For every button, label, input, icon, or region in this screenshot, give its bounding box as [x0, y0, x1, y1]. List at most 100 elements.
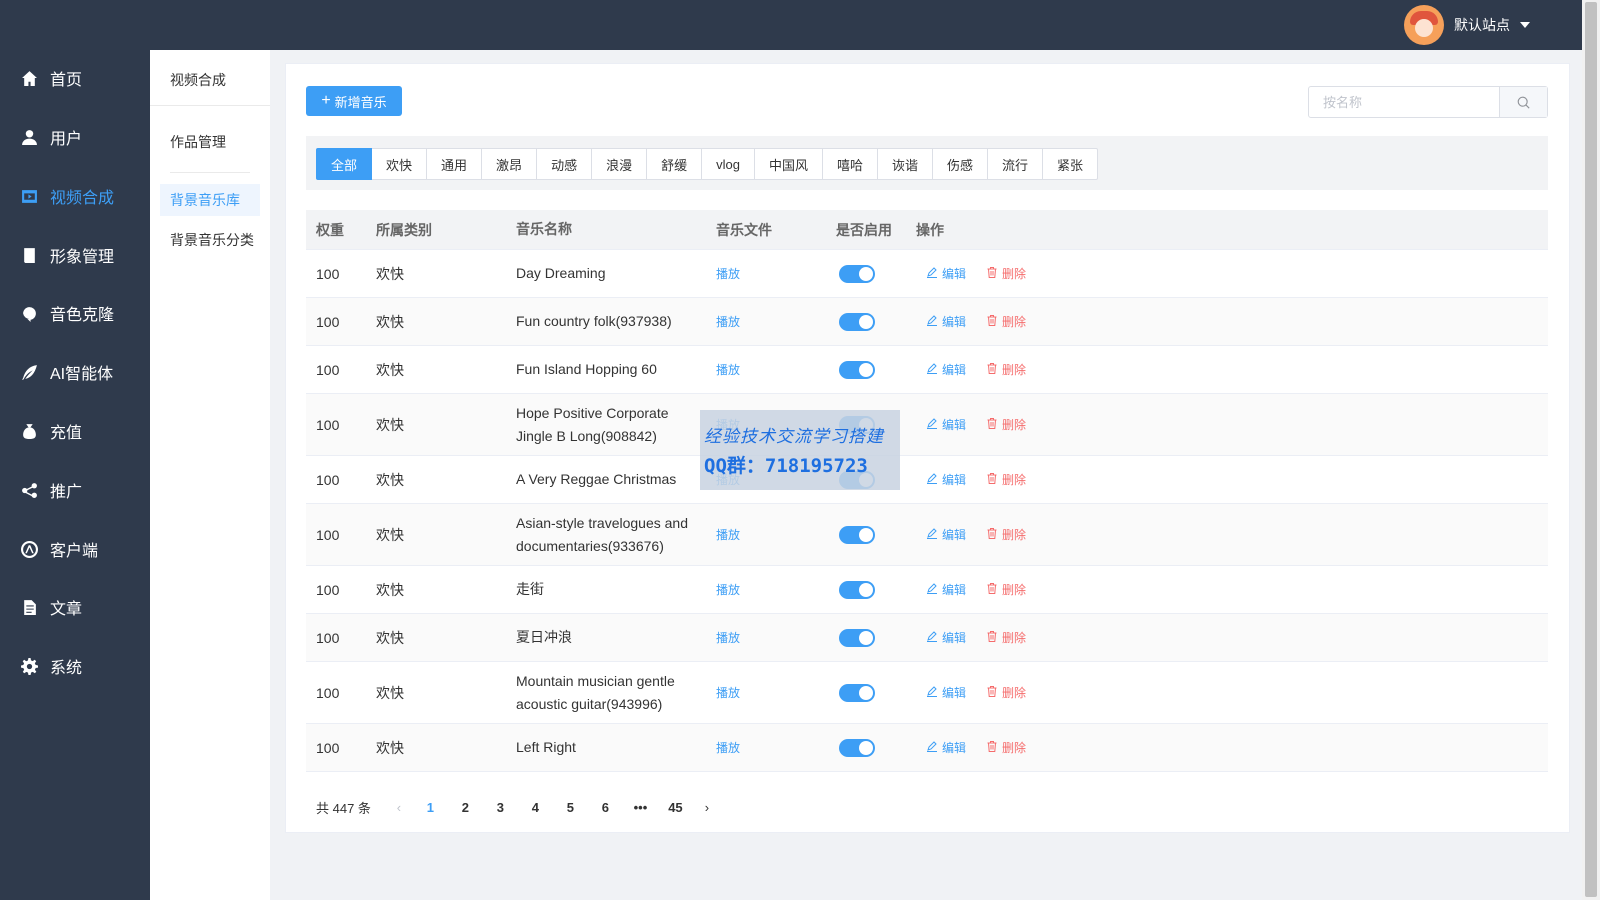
- sidebar-item-document[interactable]: 文章: [0, 582, 150, 632]
- delete-button[interactable]: 删除: [986, 265, 1026, 282]
- sidebar-item-money-bag[interactable]: 充值: [0, 406, 150, 456]
- delete-button[interactable]: 删除: [986, 629, 1026, 646]
- gear-icon: [20, 657, 38, 675]
- play-link[interactable]: 播放: [716, 528, 741, 542]
- delete-button[interactable]: 删除: [986, 684, 1026, 701]
- category-tab[interactable]: vlog: [702, 148, 755, 180]
- next-page-icon[interactable]: ›: [704, 799, 710, 815]
- site-switcher[interactable]: 默认站点: [1404, 5, 1530, 45]
- edit-button[interactable]: 编辑: [926, 581, 966, 598]
- sidebar-item-label: 形象管理: [50, 249, 115, 266]
- delete-label: 删除: [1002, 473, 1027, 487]
- sidebar-item-gear[interactable]: 系统: [0, 641, 150, 691]
- category-tab[interactable]: 激昂: [482, 148, 538, 180]
- page-ellipsis[interactable]: •••: [633, 799, 648, 815]
- category-tab[interactable]: 动感: [537, 148, 593, 180]
- play-link[interactable]: 播放: [716, 741, 741, 755]
- add-music-button[interactable]: + 新增音乐: [306, 86, 402, 116]
- category-tab[interactable]: 伤感: [933, 148, 989, 180]
- sidebar-item-feather[interactable]: AI智能体: [0, 347, 150, 397]
- sidebar-item-video[interactable]: 视频合成: [0, 171, 150, 221]
- delete-button[interactable]: 删除: [986, 471, 1026, 488]
- sidebar-item-app-store[interactable]: 客户端: [0, 524, 150, 574]
- sidebar-item-book[interactable]: 形象管理: [0, 230, 150, 280]
- enable-toggle[interactable]: [839, 525, 875, 544]
- edit-button[interactable]: 编辑: [926, 739, 966, 756]
- delete-button[interactable]: 删除: [986, 361, 1026, 378]
- delete-button[interactable]: 删除: [986, 313, 1026, 330]
- enable-toggle[interactable]: [839, 738, 875, 757]
- sidebar-item-label: AI智能体: [50, 366, 114, 383]
- play-link[interactable]: 播放: [716, 315, 741, 329]
- category-tab[interactable]: 中国风: [754, 148, 823, 180]
- enable-toggle[interactable]: [839, 683, 875, 702]
- app-store-icon: [20, 540, 38, 558]
- delete-button[interactable]: 删除: [986, 739, 1026, 756]
- trash-icon: [986, 362, 1002, 377]
- play-link[interactable]: 播放: [716, 583, 741, 597]
- edit-button[interactable]: 编辑: [926, 526, 966, 543]
- category-tab[interactable]: 舒缓: [647, 148, 703, 180]
- enable-toggle[interactable]: [839, 580, 875, 599]
- trash-icon: [986, 314, 1002, 329]
- delete-label: 删除: [1002, 741, 1027, 755]
- play-link[interactable]: 播放: [716, 363, 741, 377]
- table-row: 100 欢快 走街 播放 编辑 删除: [306, 566, 1548, 614]
- page-number[interactable]: 2: [461, 799, 470, 815]
- enable-toggle[interactable]: [839, 360, 875, 379]
- enable-toggle[interactable]: [839, 628, 875, 647]
- sidebar-item-user[interactable]: 用户: [0, 112, 150, 162]
- sidebar-item-home[interactable]: 首页: [0, 53, 150, 103]
- edit-label: 编辑: [942, 418, 967, 432]
- site-name: 默认站点: [1454, 17, 1510, 33]
- sidebar-item-share[interactable]: 推广: [0, 465, 150, 515]
- video-icon: [20, 187, 38, 205]
- category-tab[interactable]: 浪漫: [592, 148, 648, 180]
- play-link[interactable]: 播放: [716, 686, 741, 700]
- edit-button[interactable]: 编辑: [926, 471, 966, 488]
- search-button[interactable]: [1499, 87, 1547, 117]
- sidebar-item-voice[interactable]: 音色克隆: [0, 288, 150, 338]
- category-tab[interactable]: 全部: [316, 148, 373, 180]
- edit-button[interactable]: 编辑: [926, 361, 966, 378]
- scrollbar-thumb[interactable]: [1585, 2, 1597, 897]
- sidebar-item-label: 系统: [50, 660, 83, 677]
- play-link[interactable]: 播放: [716, 267, 741, 281]
- subnav-link-bgm-category[interactable]: 背景音乐分类: [170, 232, 254, 248]
- edit-button[interactable]: 编辑: [926, 313, 966, 330]
- pagination: 共 447 条 ‹ 1 2 3 4 5 6 ••• 45 ›: [316, 797, 721, 817]
- delete-button[interactable]: 删除: [986, 526, 1026, 543]
- subnav-title: 视频合成: [170, 72, 226, 88]
- category-tab[interactable]: 嘻哈: [822, 148, 878, 180]
- delete-button[interactable]: 删除: [986, 416, 1026, 433]
- category-tab[interactable]: 诙谐: [878, 148, 934, 180]
- page-number[interactable]: 45: [668, 799, 683, 815]
- subnav-link-bgm-library[interactable]: 背景音乐库: [160, 184, 260, 216]
- category-tab[interactable]: 通用: [427, 148, 483, 180]
- delete-button[interactable]: 删除: [986, 581, 1026, 598]
- category-tab[interactable]: 欢快: [372, 148, 428, 180]
- enable-toggle[interactable]: [839, 312, 875, 331]
- scrollbar[interactable]: [1582, 0, 1600, 900]
- category-tab[interactable]: 紧张: [1043, 148, 1099, 180]
- edit-button[interactable]: 编辑: [926, 416, 966, 433]
- page-number[interactable]: 3: [496, 799, 505, 815]
- edit-button[interactable]: 编辑: [926, 629, 966, 646]
- cell-music-name: 夏日冲浪: [516, 629, 572, 645]
- delete-label: 删除: [1002, 315, 1027, 329]
- page-number[interactable]: 6: [601, 799, 610, 815]
- category-tab[interactable]: 流行: [988, 148, 1044, 180]
- edit-button[interactable]: 编辑: [926, 265, 966, 282]
- page-number[interactable]: 1: [426, 799, 435, 815]
- page-number[interactable]: 4: [531, 799, 540, 815]
- page-number[interactable]: 5: [566, 799, 575, 815]
- cell-category: 欢快: [376, 739, 404, 756]
- cell-weight: 100: [316, 471, 340, 488]
- enable-toggle[interactable]: [839, 264, 875, 283]
- play-link[interactable]: 播放: [716, 631, 741, 645]
- search-input[interactable]: [1309, 87, 1499, 117]
- trash-icon: [986, 527, 1002, 542]
- edit-button[interactable]: 编辑: [926, 684, 966, 701]
- prev-page-icon[interactable]: ‹: [396, 799, 402, 815]
